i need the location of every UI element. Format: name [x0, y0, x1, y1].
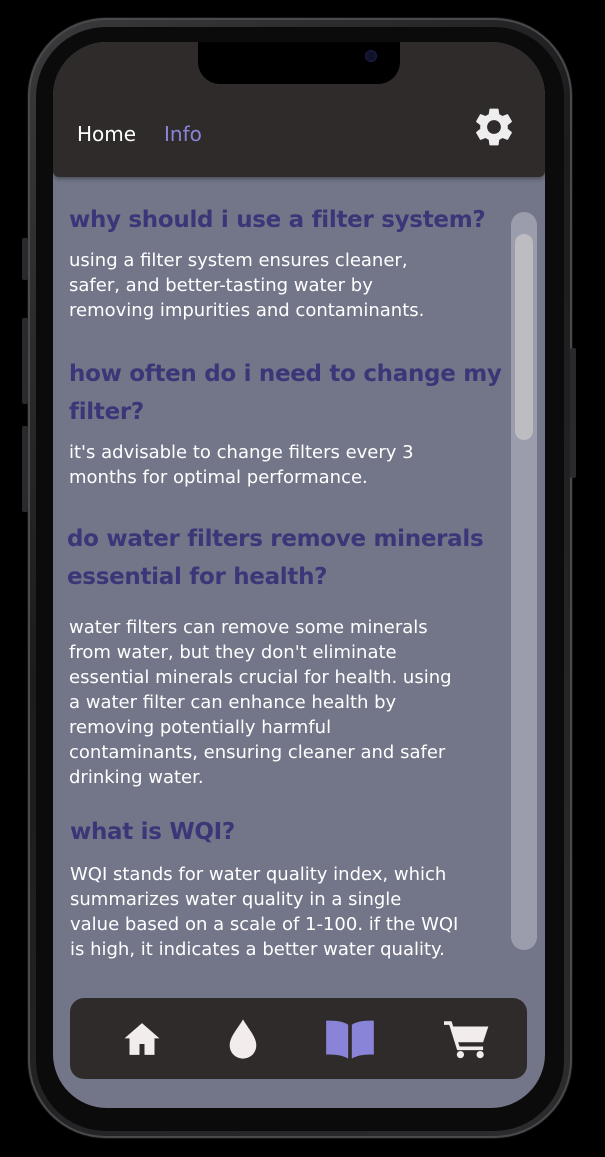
nav-home-link[interactable]: Home [77, 122, 137, 146]
faq-answer-4: WQI stands for water quality index, whic… [70, 864, 459, 960]
volume-up-button [22, 318, 28, 404]
tab-info[interactable] [300, 998, 400, 1079]
faq-answer-1: using a filter system ensures cleaner, s… [69, 250, 425, 321]
home-icon [124, 1022, 160, 1055]
tab-home[interactable] [92, 998, 192, 1079]
faq-answer-3: water filters can remove some minerals f… [69, 617, 452, 788]
tab-shop[interactable] [417, 998, 517, 1079]
faq-question-2: how often do i need to change my filter? [69, 361, 502, 425]
top-nav-bar: Home Info [53, 42, 545, 177]
bottom-tab-bar [70, 998, 527, 1079]
shopping-cart-icon [444, 1020, 489, 1058]
tab-water[interactable] [193, 998, 293, 1079]
silent-switch [22, 238, 28, 280]
volume-down-button [22, 426, 28, 512]
faq-list[interactable]: why should i use a filter system? using … [53, 190, 545, 980]
faq-question-3: do water filters remove minerals essenti… [67, 526, 484, 590]
nav-info-link[interactable]: Info [164, 122, 202, 146]
water-drop-icon [229, 1018, 257, 1059]
scrollbar-thumb[interactable] [515, 234, 533, 440]
app-screen: Home Info why should i use a filter syst… [53, 42, 545, 1108]
front-camera [365, 50, 377, 62]
faq-question-1: why should i use a filter system? [69, 207, 486, 233]
faq-answer-2: it's advisable to change filters every 3… [69, 442, 414, 488]
power-button [570, 348, 576, 478]
faq-question-4: what is WQI? [70, 819, 235, 845]
gear-icon[interactable] [471, 104, 517, 150]
book-icon [326, 1020, 374, 1059]
phone-notch [198, 42, 400, 84]
